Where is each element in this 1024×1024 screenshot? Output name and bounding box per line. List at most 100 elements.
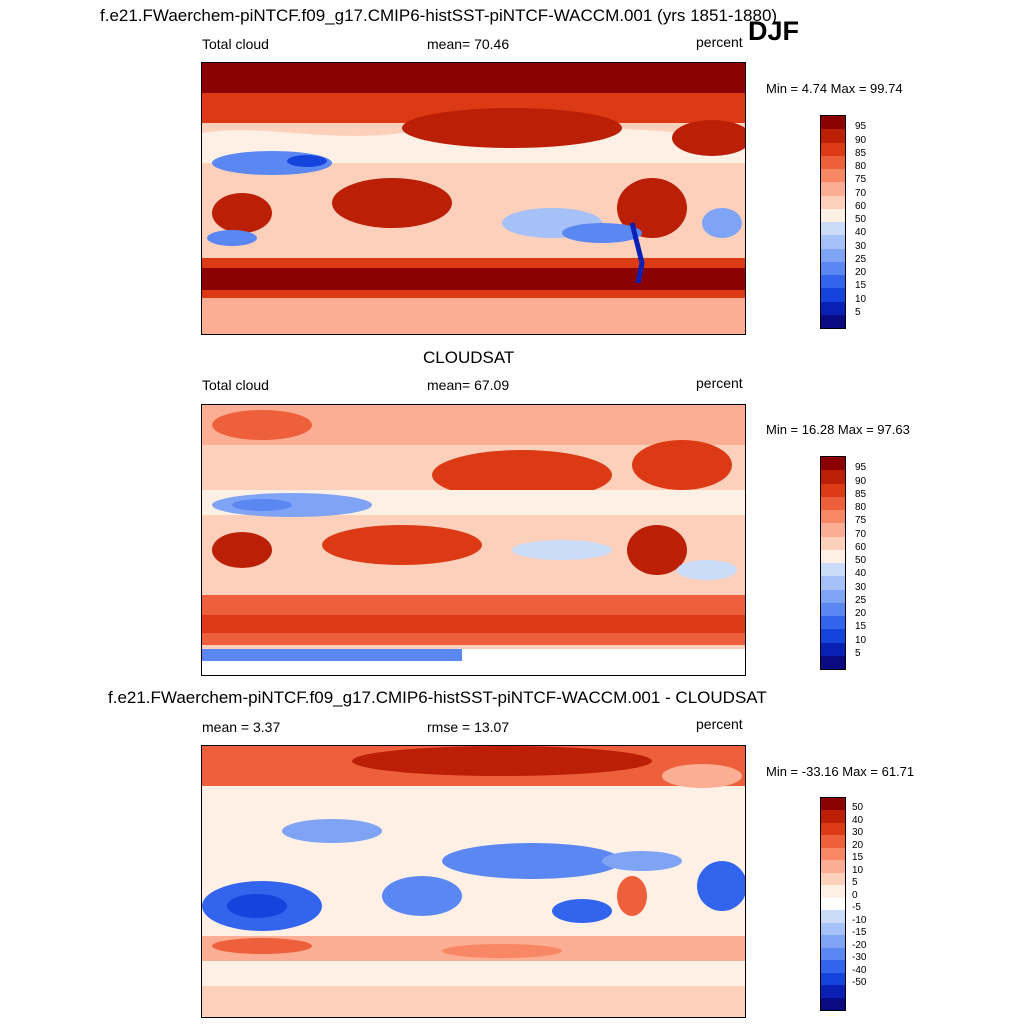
- panel3-units-label: percent: [696, 716, 743, 732]
- colorbar-segment: [821, 985, 845, 998]
- colorbar-segment: [821, 847, 845, 861]
- colorbar-tick-label: -20: [852, 939, 867, 951]
- colorbar-segment: [821, 629, 845, 643]
- colorbar-tick-label: 80: [855, 161, 867, 172]
- colorbar-tick-label: -40: [852, 964, 867, 976]
- colorbar-segment: [821, 142, 845, 156]
- colorbar-segment: [821, 496, 845, 510]
- panel3-mean-label: mean = 3.37: [202, 719, 281, 735]
- colorbar-tick-label: 20: [855, 608, 867, 619]
- colorbar-segment: [821, 275, 845, 289]
- colorbar-segment: [821, 872, 845, 886]
- colorbar-tick-label: 80: [855, 502, 867, 513]
- colorbar-segment: [821, 155, 845, 169]
- colorbar-segment: [821, 261, 845, 275]
- panel2-title: CLOUDSAT: [423, 348, 515, 367]
- colorbar-segment: [821, 922, 845, 936]
- panel1-mean-label: mean= 70.46: [427, 36, 510, 52]
- colorbar-segment: [821, 860, 845, 873]
- panel2-minmax-label: Min = 16.28 Max = 97.63: [766, 422, 910, 437]
- colorbar-tick-label: 40: [852, 814, 864, 826]
- colorbar-segment: [821, 510, 845, 524]
- colorbar-segment: [821, 549, 845, 563]
- panel1-units-label: percent: [696, 34, 743, 50]
- colorbar-segment: [821, 116, 845, 130]
- colorbar-segment: [821, 288, 845, 302]
- colorbar-segment: [821, 822, 845, 836]
- colorbar-tick-label: 10: [855, 634, 867, 646]
- colorbar-segment: [821, 935, 845, 948]
- colorbar-tick-label: 50: [855, 214, 867, 225]
- panel2-map-field: [202, 405, 745, 675]
- colorbar-segment: [821, 470, 845, 484]
- panel2-variable-label: Total cloud: [202, 377, 269, 393]
- colorbar-segment: [821, 642, 845, 656]
- colorbar-tick-label: 85: [855, 488, 867, 500]
- colorbar-tick-label: 25: [855, 594, 867, 606]
- colorbar-segment: [821, 616, 845, 630]
- colorbar-tick-label: 20: [855, 267, 867, 278]
- panel1-map-field: [202, 63, 745, 334]
- colorbar-segment: [821, 523, 845, 537]
- colorbar-segment: [821, 536, 845, 550]
- panel2-map: [201, 404, 746, 676]
- panel2-mean-label: mean= 67.09: [427, 377, 510, 393]
- panel3-title: f.e21.FWaerchem-piNTCF.f09_g17.CMIP6-his…: [108, 688, 767, 707]
- panel2-units-label: percent: [696, 375, 743, 391]
- colorbar-tick-label: -15: [852, 927, 867, 939]
- colorbar-segment: [821, 602, 845, 616]
- colorbar-tick-label: -50: [852, 977, 867, 989]
- colorbar-segment: [821, 314, 845, 328]
- colorbar-segment: [821, 248, 845, 262]
- colorbar-tick-label: 50: [852, 802, 864, 814]
- colorbar-segment: [821, 129, 845, 143]
- colorbar-segment: [821, 910, 845, 923]
- colorbar-segment: [821, 972, 845, 986]
- panel3-rmse-label: rmse = 13.07: [427, 719, 510, 735]
- colorbar-tick-label: 95: [855, 462, 867, 474]
- colorbar-tick-label: 70: [855, 187, 867, 199]
- colorbar-segment: [821, 997, 845, 1010]
- colorbar-tick-label: 40: [855, 227, 867, 239]
- colorbar-segment: [821, 169, 845, 183]
- colorbar-segment: [821, 576, 845, 590]
- colorbar-tick-label: 60: [855, 541, 867, 553]
- colorbar-tick-label: 95: [855, 121, 867, 133]
- colorbar-segment: [821, 798, 845, 811]
- colorbar-segment: [821, 960, 845, 973]
- colorbar-tick-label: -10: [852, 914, 867, 926]
- panel3-colorbar: [820, 797, 846, 1011]
- panel1-minmax-label: Min = 4.74 Max = 99.74: [766, 81, 903, 96]
- panel1-variable-label: Total cloud: [202, 36, 269, 52]
- colorbar-tick-label: 15: [855, 621, 867, 633]
- colorbar-segment: [821, 195, 845, 209]
- colorbar-tick-label: 50: [855, 555, 867, 566]
- panel1-title: f.e21.FWaerchem-piNTCF.f09_g17.CMIP6-his…: [100, 6, 778, 25]
- colorbar-segment: [821, 885, 845, 898]
- colorbar-tick-label: 15: [855, 280, 867, 292]
- panel2-colorbar: [820, 456, 846, 670]
- colorbar-tick-label: 85: [855, 147, 867, 159]
- colorbar-segment: [821, 182, 845, 196]
- colorbar-segment: [821, 835, 845, 848]
- colorbar-segment: [821, 563, 845, 577]
- colorbar-segment: [821, 208, 845, 222]
- panel3-map: [201, 745, 746, 1018]
- season-label: DJF: [748, 16, 800, 46]
- colorbar-segment: [821, 222, 845, 236]
- colorbar-tick-label: 20: [852, 839, 864, 851]
- colorbar-tick-label: 5: [855, 306, 861, 318]
- colorbar-tick-label: 90: [855, 134, 867, 146]
- colorbar-segment: [821, 235, 845, 249]
- colorbar-segment: [821, 457, 845, 471]
- panel3-map-field: [202, 746, 745, 1017]
- colorbar-tick-label: 70: [855, 528, 867, 540]
- colorbar-tick-label: 15: [852, 852, 864, 864]
- colorbar-tick-label: 30: [852, 827, 864, 839]
- colorbar-tick-label: 90: [855, 475, 867, 487]
- colorbar-segment: [821, 655, 845, 669]
- colorbar-tick-label: 10: [855, 293, 867, 305]
- colorbar-tick-label: 40: [855, 568, 867, 580]
- panel3-minmax-label: Min = -33.16 Max = 61.71: [766, 764, 915, 779]
- colorbar-segment: [821, 483, 845, 497]
